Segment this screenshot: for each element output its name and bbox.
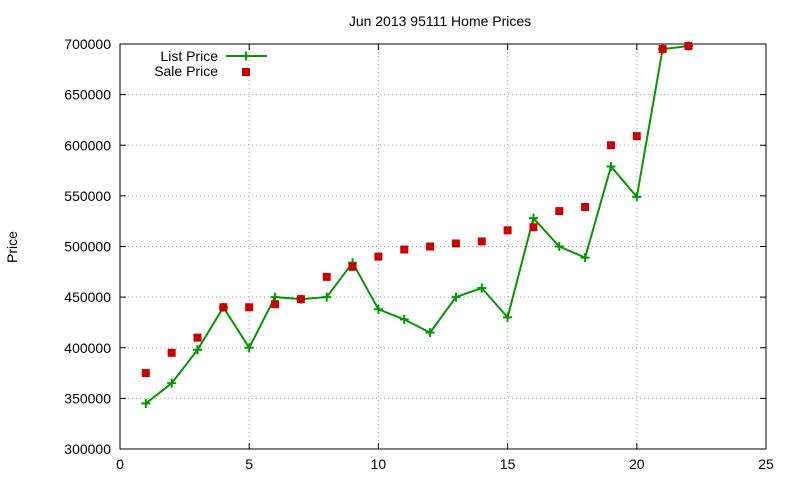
legend-sale-price-marker	[242, 68, 250, 76]
sale-price-point	[322, 272, 331, 281]
y-tick-label: 700000	[64, 36, 111, 52]
list-price-point	[528, 213, 538, 223]
sale-price-point	[658, 45, 667, 54]
list-price-point	[141, 398, 151, 408]
list-price-point	[425, 328, 435, 338]
list-price-point	[373, 304, 383, 314]
list-price-point	[244, 343, 254, 353]
sale-price-point	[555, 207, 564, 216]
y-tick-label: 300000	[64, 441, 111, 457]
grid	[120, 44, 766, 449]
x-tick-label: 15	[500, 456, 516, 472]
sale-price-point	[477, 237, 486, 246]
x-tick-label: 20	[629, 456, 645, 472]
sale-price-point	[167, 348, 176, 357]
sale-price-point	[581, 203, 590, 212]
list-price-point	[554, 242, 564, 251]
list-price-point	[193, 345, 203, 355]
x-tick-label: 0	[116, 456, 124, 472]
sale-price-point	[632, 132, 641, 141]
list-price-point	[632, 192, 642, 202]
sale-price-point	[374, 252, 383, 261]
sale-price-point	[400, 245, 409, 254]
list-price-point	[451, 292, 461, 302]
sale-price-point	[193, 333, 202, 342]
sale-price-point	[296, 295, 305, 304]
list-price-point	[399, 314, 409, 324]
x-tick-label: 5	[245, 456, 253, 472]
y-tick-label: 550000	[64, 188, 111, 204]
sale-price-point	[684, 42, 693, 51]
y-tick-label: 350000	[64, 390, 111, 406]
x-tick-label: 10	[371, 456, 387, 472]
legend-list-price-label: List Price	[160, 48, 218, 64]
y-tick-label: 400000	[64, 340, 111, 356]
sale-price-point	[219, 303, 228, 312]
sale-price-point	[426, 242, 435, 251]
y-tick-label: 450000	[64, 289, 111, 305]
list-price-point	[270, 292, 280, 302]
x-tick-label: 25	[758, 456, 774, 472]
sale-price-point	[529, 223, 538, 232]
sale-price-point	[348, 262, 357, 271]
sale-price-point	[271, 300, 280, 309]
sale-price-point	[606, 141, 615, 150]
list-price-point	[477, 283, 487, 293]
list-price-point	[503, 312, 513, 322]
sale-price-point	[503, 226, 512, 235]
list-price-point	[580, 253, 590, 263]
axes: 0 5 10 15 20 25 300000 350000 400000 450000 500000…	[64, 36, 774, 472]
y-axis-label: Price	[4, 231, 20, 263]
chart-title: Jun 2013 95111 Home Prices	[349, 13, 531, 29]
legend-sale-price-label: Sale Price	[154, 63, 218, 79]
y-tick-label: 500000	[64, 239, 111, 255]
list-price-point	[606, 162, 616, 172]
sale-price-point	[451, 239, 460, 248]
sale-price-point	[245, 303, 254, 312]
list-price-point	[322, 292, 332, 302]
sale-price-point	[141, 369, 150, 378]
legend-list-price-marker	[241, 51, 251, 61]
list-price-point	[167, 378, 177, 388]
list-price-line	[145, 45, 689, 405]
y-tick-label: 600000	[64, 137, 111, 153]
y-tick-label: 650000	[64, 87, 111, 103]
series	[141, 41, 693, 408]
